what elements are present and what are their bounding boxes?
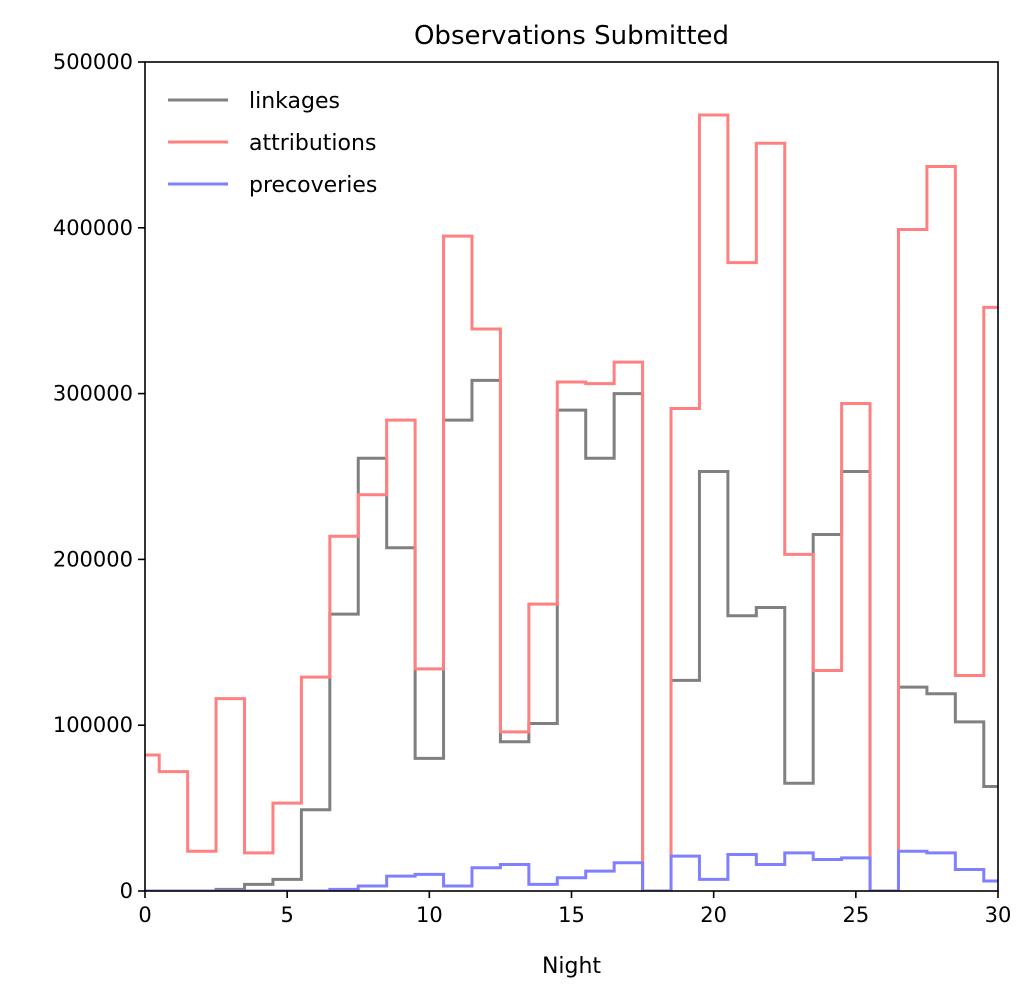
legend-label-attributions: attributions (249, 131, 376, 156)
y-tick-label: 300000 (53, 382, 133, 406)
chart-title: Observations Submitted (414, 21, 729, 51)
y-tick-label: 0 (120, 879, 133, 903)
series-line-precoveries (145, 849, 998, 891)
legend: linkages attributions precoveries (168, 89, 377, 198)
y-tick-label: 100000 (53, 713, 133, 737)
series-layer (145, 113, 998, 891)
x-axis-title: Night (542, 954, 601, 979)
y-tick-label: 200000 (53, 547, 133, 571)
x-tick-label: 10 (416, 903, 443, 927)
legend-label-precoveries: precoveries (249, 173, 377, 198)
y-tick-label: 400000 (53, 216, 133, 240)
x-tick-label: 25 (842, 903, 869, 927)
series-line-attributions (145, 113, 998, 891)
y-tick-label: 500000 (53, 50, 133, 74)
x-tick-label: 5 (280, 903, 293, 927)
x-tick-label: 20 (700, 903, 727, 927)
x-tick-label: 15 (558, 903, 585, 927)
axes-layer: 0 5 10 15 20 25 30 0 100000 200000 300000 400000 500… (53, 50, 1012, 927)
x-tick-label: 30 (985, 903, 1012, 927)
legend-label-linkages: linkages (249, 89, 340, 114)
x-tick-label: 0 (138, 903, 151, 927)
